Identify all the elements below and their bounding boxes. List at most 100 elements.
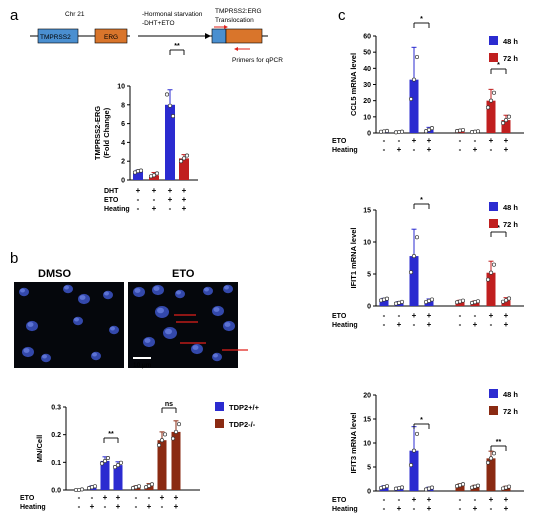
bar xyxy=(149,175,159,180)
data-point xyxy=(79,487,85,492)
y-tick-label: 10 xyxy=(363,441,371,448)
y-tick-label: 15 xyxy=(363,208,371,215)
condition-sign: - xyxy=(135,502,138,511)
condition-sign: + xyxy=(504,495,509,504)
y-tick-label: 40 xyxy=(363,66,371,73)
y-axis-label: IFIT3 mRNA level xyxy=(349,413,358,474)
condition-sign: + xyxy=(427,311,432,320)
data-point xyxy=(491,90,497,95)
condition-sign: - xyxy=(153,195,156,204)
y-tick-label: 5 xyxy=(367,465,371,472)
y-tick-label: 0 xyxy=(367,131,371,138)
condition-sign: + xyxy=(473,145,478,154)
condition-sign: + xyxy=(182,195,187,204)
condition-sign: + xyxy=(182,204,187,213)
legend-label: 48 h xyxy=(503,37,518,46)
condition-sign: - xyxy=(459,320,462,329)
significance-label: * xyxy=(420,417,423,424)
condition-sign: + xyxy=(116,502,121,511)
condition-sign: + xyxy=(136,186,141,195)
tmprss2-gene-label: TMPRSS2 xyxy=(40,34,71,41)
condition-sign: - xyxy=(91,493,94,502)
condition-sign: - xyxy=(137,195,140,204)
nucleus-highlight xyxy=(92,352,97,357)
erg-gene-label: ERG xyxy=(104,34,118,41)
data-point xyxy=(92,484,98,489)
data-point xyxy=(503,298,509,303)
condition-sign: + xyxy=(427,320,432,329)
data-point xyxy=(500,120,506,126)
data-point xyxy=(460,298,466,303)
condition-row-label: Heating xyxy=(332,322,358,329)
condition-sign: + xyxy=(168,186,173,195)
bar xyxy=(455,301,465,306)
data-point xyxy=(399,129,405,134)
condition-sign: - xyxy=(78,502,81,511)
y-tick-label: 20 xyxy=(363,393,371,400)
reverse-primer-arrowhead xyxy=(234,47,238,51)
legend-swatch xyxy=(489,202,498,211)
data-point xyxy=(154,171,160,176)
condition-sign: - xyxy=(398,495,401,504)
condition-sign: - xyxy=(474,311,477,320)
condition-sign: + xyxy=(427,504,432,513)
data-point xyxy=(414,431,420,436)
bar xyxy=(144,485,154,490)
bar xyxy=(157,440,167,490)
legend-swatch xyxy=(489,53,498,62)
data-point xyxy=(506,114,512,119)
data-point xyxy=(429,126,435,131)
data-point xyxy=(485,105,491,110)
data-point xyxy=(162,432,168,437)
condition-row-label: Heating xyxy=(104,206,130,213)
treatment-line-1: -Hormonal starvation xyxy=(142,11,203,18)
legend-swatch xyxy=(489,219,498,228)
condition-sign: - xyxy=(383,504,386,513)
condition-sign: - xyxy=(413,145,416,154)
condition-sign: + xyxy=(116,493,121,502)
condition-sign: - xyxy=(490,145,493,154)
condition-sign: - xyxy=(148,493,151,502)
condition-sign: + xyxy=(473,320,478,329)
condition-sign: - xyxy=(474,136,477,145)
nucleus-highlight xyxy=(42,354,47,359)
data-point xyxy=(156,443,162,448)
condition-sign: - xyxy=(104,502,107,511)
nucleus-highlight xyxy=(213,307,220,312)
nucleus-highlight xyxy=(144,338,151,343)
condition-sign: + xyxy=(397,145,402,154)
bar xyxy=(113,465,123,490)
chromosome-label: Chr 21 xyxy=(65,11,85,18)
condition-sign: + xyxy=(504,136,509,145)
condition-sign: + xyxy=(427,495,432,504)
data-point xyxy=(506,296,512,301)
y-tick-label: 10 xyxy=(117,84,125,91)
data-point xyxy=(170,114,176,119)
scale-bar xyxy=(133,357,151,359)
data-point xyxy=(414,235,420,240)
condition-sign: + xyxy=(168,195,173,204)
condition-row-label: ETO xyxy=(332,497,347,504)
data-point xyxy=(411,77,417,82)
condition-sign: - xyxy=(383,495,386,504)
data-point xyxy=(460,127,466,133)
condition-sign: - xyxy=(413,504,416,513)
significance-label: * xyxy=(420,16,423,23)
data-point xyxy=(491,262,497,267)
bar xyxy=(409,450,419,491)
nucleus-highlight xyxy=(27,322,34,327)
panel-label-a: a xyxy=(10,7,19,24)
condition-sign: + xyxy=(397,504,402,513)
data-point xyxy=(159,438,165,443)
translocation-schematic: TMPRSS2 ERG Chr 21 -Hormonal starvation … xyxy=(30,8,283,64)
primers-label: Primers for qPCR xyxy=(232,57,283,64)
y-tick-label: 50 xyxy=(363,50,371,57)
condition-sign: + xyxy=(160,493,165,502)
nucleus-highlight xyxy=(176,290,181,295)
data-point xyxy=(112,465,118,470)
condition-sign: + xyxy=(412,136,417,145)
dmso-nuclei xyxy=(19,284,119,363)
y-tick-label: 0 xyxy=(121,178,125,185)
nucleus-highlight xyxy=(213,353,218,358)
